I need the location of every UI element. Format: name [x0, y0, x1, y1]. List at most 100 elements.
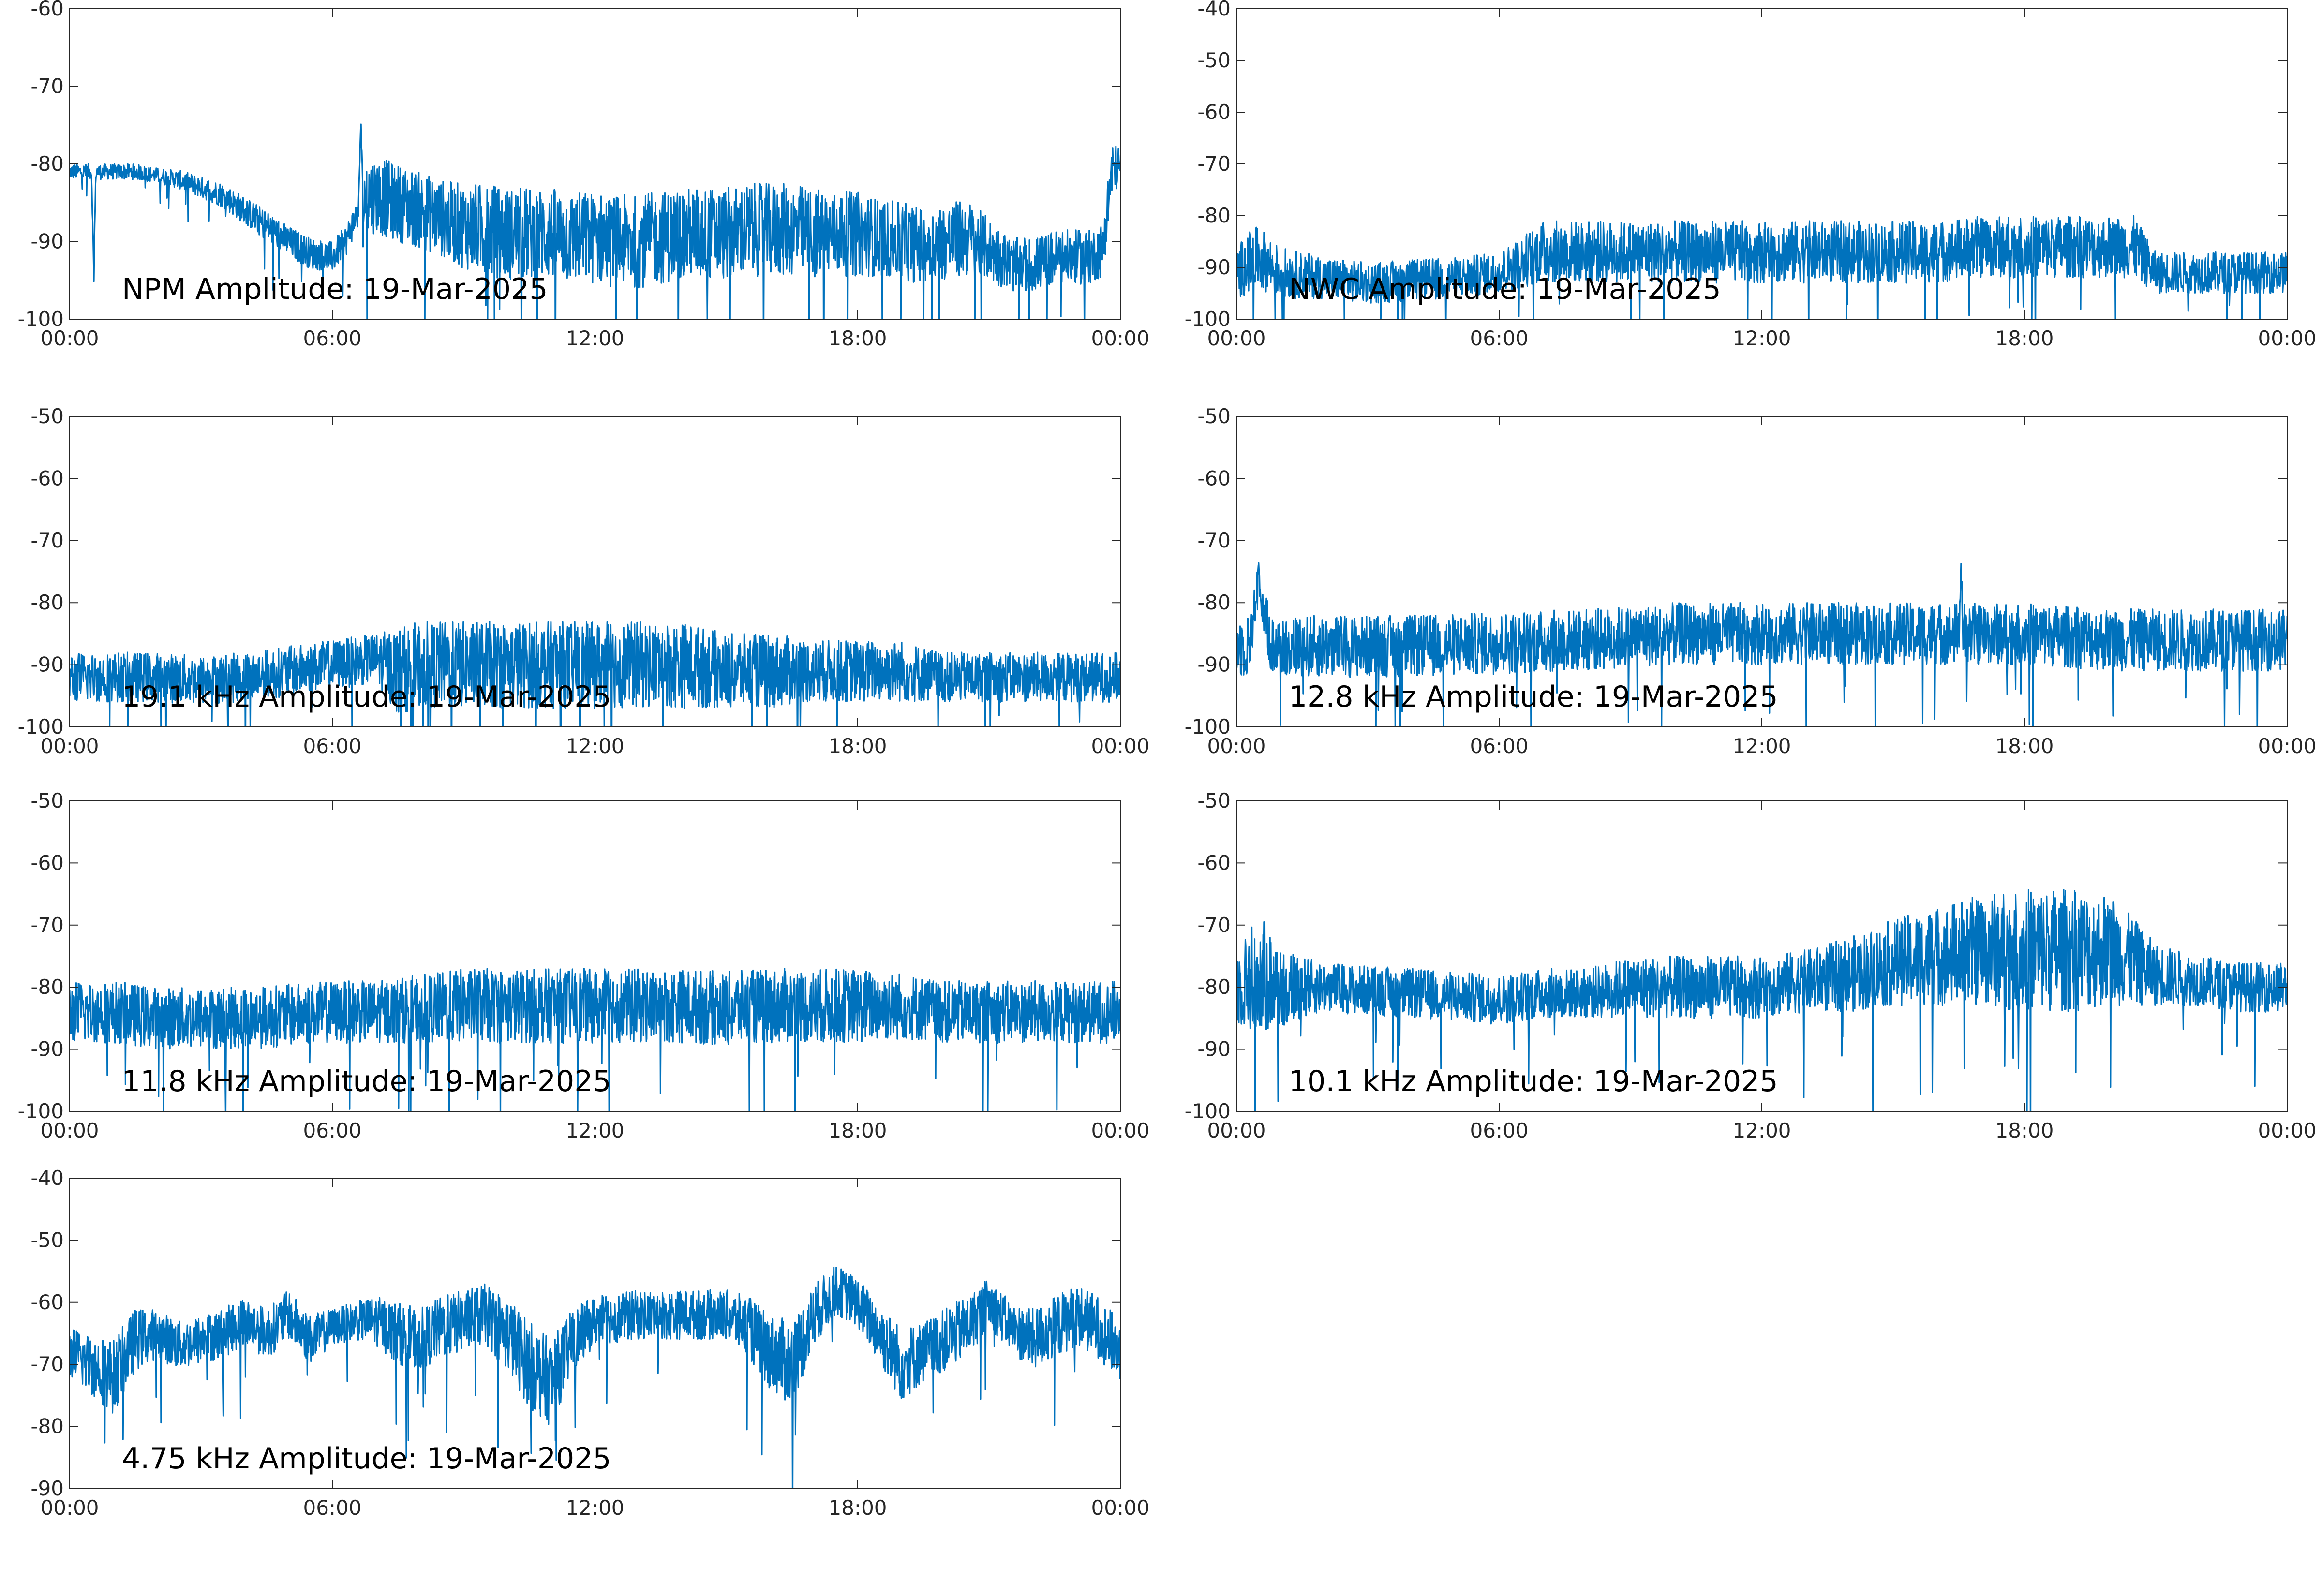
- x-tick-label: 18:00: [1995, 326, 2054, 350]
- panels: -100 -90 -80 -70 -60 00:00 06:00 12:00 18:00 00:0…: [18, 0, 2317, 1520]
- chart-panel-19.1khz: -100 -90 -80 -70 -60 -50 00:00 06:00 12:00 18:00 0…: [18, 404, 1150, 758]
- y-tick-label: -60: [30, 1290, 64, 1314]
- y-tick-label: -90: [1197, 1037, 1231, 1061]
- y-tick-label: -70: [1197, 529, 1231, 552]
- series-line-npm: [70, 123, 1120, 319]
- x-tick-label: 00:00: [1091, 1119, 1149, 1142]
- chart-annotation-19.1khz: 19.1 kHz Amplitude: 19-Mar-2025: [122, 680, 611, 714]
- y-tick-label: -100: [1185, 715, 1231, 739]
- x-tick-label: 00:00: [2258, 1119, 2316, 1142]
- y-tick-label: -90: [30, 230, 64, 253]
- y-tick-label: -70: [1197, 913, 1231, 937]
- y-tick-label: -90: [30, 653, 64, 677]
- x-tick-label: 18:00: [828, 734, 887, 758]
- y-tick-label: -60: [1197, 100, 1231, 124]
- y-tick-label: -100: [18, 1099, 64, 1123]
- y-tick-label: -90: [30, 1037, 64, 1061]
- y-tick-label: -40: [30, 1166, 64, 1190]
- x-tick-label: 06:00: [1470, 1119, 1528, 1142]
- x-tick-label: 00:00: [40, 326, 99, 350]
- x-tick-label: 12:00: [566, 734, 624, 758]
- x-tick-label: 00:00: [2258, 326, 2316, 350]
- y-tick-label: -70: [30, 913, 64, 937]
- chart-annotation-11.8khz: 11.8 kHz Amplitude: 19-Mar-2025: [122, 1064, 611, 1098]
- chart-annotation-4.75khz: 4.75 kHz Amplitude: 19-Mar-2025: [122, 1442, 611, 1476]
- chart-annotation-npm: NPM Amplitude: 19-Mar-2025: [122, 272, 548, 306]
- series-line-19.1khz: [70, 621, 1120, 727]
- chart-panel-4.75khz: -90 -80 -70 -60 -50 -40 00:00 06:00 12:00 18:00 00…: [30, 1166, 1149, 1520]
- x-tick-label: 18:00: [828, 326, 887, 350]
- x-tick-label: 00:00: [1207, 326, 1265, 350]
- x-tick-label: 12:00: [1732, 1119, 1791, 1142]
- y-tick-label: -100: [18, 307, 64, 331]
- y-tick-label: -80: [30, 1415, 64, 1438]
- x-tick-label: 00:00: [40, 734, 99, 758]
- x-tick-label: 12:00: [566, 1119, 624, 1142]
- y-tick-label: -100: [18, 715, 64, 739]
- y-tick-label: -90: [1197, 255, 1231, 279]
- y-tick-label: -60: [30, 0, 64, 20]
- x-tick-label: 18:00: [1995, 1119, 2054, 1142]
- y-tick-label: -50: [1197, 404, 1231, 428]
- y-tick-label: -80: [30, 975, 64, 999]
- y-tick-label: -50: [30, 789, 64, 813]
- y-tick-label: -80: [1197, 591, 1231, 614]
- y-tick-label: -80: [30, 152, 64, 176]
- x-tick-label: 18:00: [828, 1496, 887, 1520]
- y-tick-label: -80: [30, 591, 64, 614]
- y-tick-label: -70: [1197, 152, 1231, 176]
- y-tick-label: -100: [1185, 307, 1231, 331]
- y-tick-label: -50: [1197, 789, 1231, 813]
- x-tick-label: 00:00: [1207, 734, 1265, 758]
- y-tick-label: -90: [30, 1477, 64, 1500]
- x-tick-label: 00:00: [2258, 734, 2316, 758]
- x-tick-label: 12:00: [1732, 734, 1791, 758]
- chart-panel-npm: -100 -90 -80 -70 -60 00:00 06:00 12:00 18:00 00:0…: [18, 0, 1150, 350]
- y-tick-label: -50: [1197, 48, 1231, 72]
- y-tick-label: -70: [30, 1352, 64, 1376]
- x-tick-label: 00:00: [1207, 1119, 1265, 1142]
- x-tick-label: 18:00: [828, 1119, 887, 1142]
- x-tick-label: 00:00: [1091, 734, 1149, 758]
- y-tick-label: -60: [30, 851, 64, 874]
- y-tick-label: -90: [1197, 653, 1231, 677]
- y-tick-label: -100: [1185, 1099, 1231, 1123]
- x-tick-label: 12:00: [1732, 326, 1791, 350]
- y-tick-label: -60: [1197, 466, 1231, 490]
- series-line-4.75khz: [70, 1266, 1120, 1489]
- x-tick-label: 12:00: [566, 1496, 624, 1520]
- series-line-12.8khz: [1236, 562, 2287, 727]
- chart-panel-11.8khz: -100 -90 -80 -70 -60 -50 00:00 06:00 12:00 18:00 0…: [18, 789, 1150, 1142]
- chart-panel-10.1khz: -100 -90 -80 -70 -60 -50 00:00 06:00 12:00 18:00 0…: [1185, 789, 2317, 1142]
- y-tick-label: -50: [30, 1228, 64, 1252]
- y-tick-label: -70: [30, 74, 64, 98]
- x-tick-label: 06:00: [1470, 326, 1528, 350]
- series-line-nwc: [1236, 215, 2287, 319]
- x-tick-label: 06:00: [303, 1119, 361, 1142]
- series-line-10.1khz: [1236, 889, 2287, 1111]
- chart-annotation-10.1khz: 10.1 kHz Amplitude: 19-Mar-2025: [1289, 1064, 1778, 1098]
- chart-panel-nwc: -100 -90 -80 -70 -60 -50 -40 00:00 06:00 12:00 18:…: [1185, 0, 2317, 350]
- y-tick-label: -40: [1197, 0, 1231, 20]
- chart-annotation-nwc: NWC Amplitude: 19-Mar-2025: [1289, 272, 1721, 306]
- y-tick-label: -60: [1197, 851, 1231, 874]
- y-tick-label: -60: [30, 466, 64, 490]
- series-line-11.8khz: [70, 968, 1120, 1111]
- chart-panel-12.8khz: -100 -90 -80 -70 -60 -50 00:00 06:00 12:00 18:00 0…: [1185, 404, 2317, 758]
- chart-annotation-12.8khz: 12.8 kHz Amplitude: 19-Mar-2025: [1289, 680, 1778, 714]
- x-tick-label: 06:00: [303, 326, 361, 350]
- x-tick-label: 06:00: [303, 1496, 361, 1520]
- y-tick-label: -80: [1197, 204, 1231, 227]
- y-tick-label: -70: [30, 529, 64, 552]
- x-tick-label: 00:00: [40, 1119, 99, 1142]
- x-tick-label: 12:00: [566, 326, 624, 350]
- y-tick-label: -80: [1197, 975, 1231, 999]
- y-tick-label: -50: [30, 404, 64, 428]
- x-tick-label: 00:00: [1091, 326, 1149, 350]
- x-tick-label: 00:00: [40, 1496, 99, 1520]
- x-tick-label: 18:00: [1995, 734, 2054, 758]
- x-tick-label: 00:00: [1091, 1496, 1149, 1520]
- x-tick-label: 06:00: [1470, 734, 1528, 758]
- x-tick-label: 06:00: [303, 734, 361, 758]
